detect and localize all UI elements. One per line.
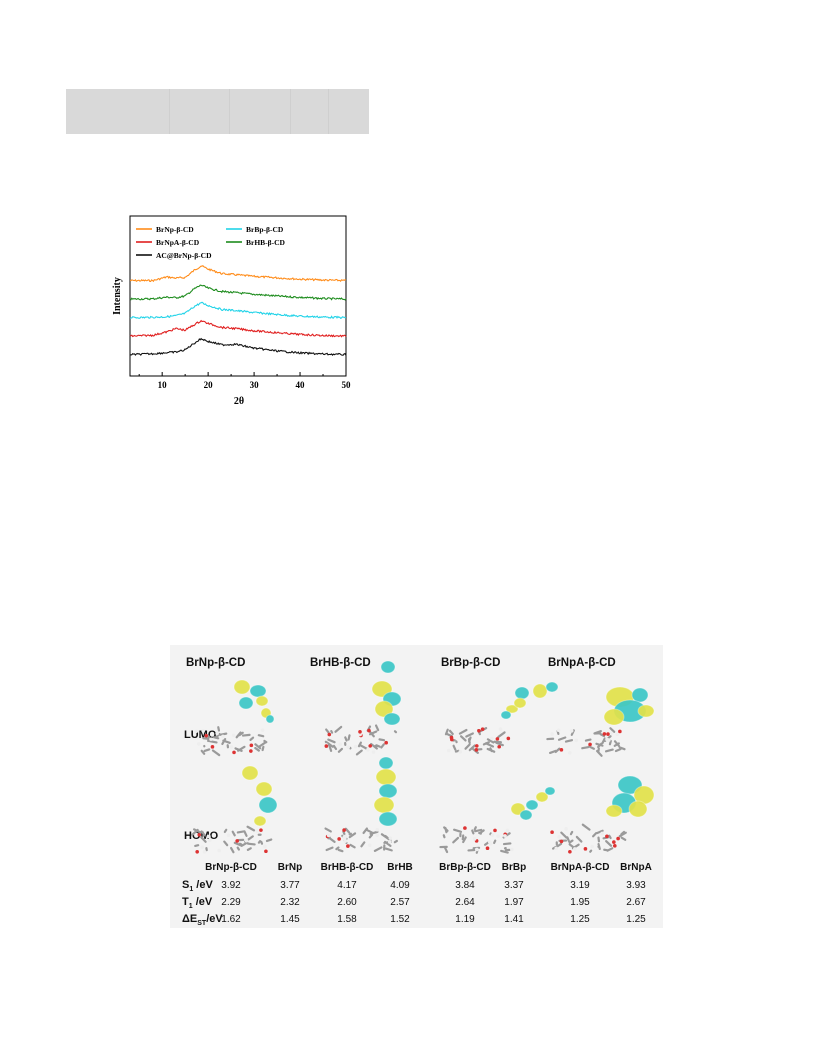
series-line — [129, 319, 347, 338]
x-tick-label: 40 — [296, 380, 306, 390]
series-line — [129, 301, 347, 319]
dft-figure: BrNp-β-CD BrHB-β-CD BrBp-β-CD BrNpA-β-CD… — [170, 645, 663, 928]
table-cell: 1.25 — [626, 914, 646, 925]
table-column-header: BrBp — [502, 862, 526, 873]
cyclodextrin-model — [324, 827, 398, 853]
table-divider — [290, 89, 291, 134]
x-tick-label: 50 — [342, 380, 352, 390]
table-cell: 2.67 — [626, 897, 646, 908]
table-cell: 2.29 — [221, 897, 241, 908]
cyclodextrin-model — [439, 826, 514, 854]
orbital-isosurface — [373, 756, 398, 827]
compound-title: BrNpA-β-CD — [548, 657, 616, 669]
table-divider — [328, 89, 329, 134]
table-cell: 1.62 — [221, 914, 241, 925]
x-tick-label: 20 — [204, 380, 214, 390]
x-tick-label: 10 — [158, 380, 168, 390]
table-column-header: BrNpA — [620, 862, 652, 873]
orbital-isosurface — [233, 679, 275, 724]
legend-label: BrBp-β-CD — [246, 225, 284, 234]
cyclodextrin-model — [194, 726, 268, 757]
table-cell: 1.19 — [455, 914, 475, 925]
table-cell: 1.41 — [504, 914, 524, 925]
compound-title: BrNp-β-CD — [186, 657, 245, 669]
cyclodextrin-model — [444, 727, 511, 754]
orbital-isosurface — [605, 775, 655, 818]
table-column-header: BrHB — [387, 862, 413, 873]
table-cell: 2.60 — [337, 897, 357, 908]
table-row-label: ΔEST/eV — [182, 913, 223, 927]
table-cell: 1.52 — [390, 914, 410, 925]
orbital-isosurface — [603, 686, 655, 726]
table-cell: 1.45 — [280, 914, 300, 925]
table-divider — [229, 89, 230, 134]
legend-label: BrHB-β-CD — [246, 238, 286, 247]
table-row-label: T1 /eV — [182, 896, 213, 910]
legend-label: BrNp-β-CD — [156, 225, 194, 234]
table-column-header: BrBp-β-CD — [439, 862, 491, 873]
compound-title: BrHB-β-CD — [310, 657, 371, 669]
table-cell: 4.09 — [390, 880, 410, 891]
table-column-header: BrNp — [278, 862, 302, 873]
table-column-header: BrNp-β-CD — [205, 862, 257, 873]
table-cell: 1.25 — [570, 914, 590, 925]
table-cell: 1.97 — [504, 897, 524, 908]
table-cell: 2.32 — [280, 897, 300, 908]
table-cell: 2.57 — [390, 897, 410, 908]
compound-title: BrBp-β-CD — [441, 657, 500, 669]
orbital-isosurface — [500, 681, 559, 720]
series-line — [129, 265, 347, 283]
table-cell: 3.77 — [280, 880, 300, 891]
cyclodextrin-model — [191, 825, 273, 854]
orbital-isosurface — [510, 786, 556, 821]
table-column-header: BrNpA-β-CD — [551, 862, 610, 873]
table-column-header: BrHB-β-CD — [321, 862, 374, 873]
series-line — [129, 337, 347, 356]
table-divider — [169, 89, 170, 134]
table-cell: 3.84 — [455, 880, 475, 891]
table-row-label: S1 /eV — [182, 879, 213, 893]
orbital-isosurface — [241, 765, 278, 827]
cyclodextrin-model — [324, 724, 398, 756]
table-cell: 2.64 — [455, 897, 475, 908]
table-cell: 3.92 — [221, 880, 241, 891]
xrd-chart: 10 20 30 40 50 BrNp-β-CD BrBp-β-CD BrNpA-β-CD B… — [100, 208, 360, 408]
series-line — [129, 284, 347, 301]
table-cell: 1.95 — [570, 897, 590, 908]
plot-frame — [129, 215, 347, 377]
legend-label: AC@BrNp-β-CD — [156, 251, 212, 260]
x-axis-label: 2θ — [234, 396, 244, 407]
orbital-isosurface — [371, 660, 402, 726]
table-cell: 3.19 — [570, 880, 590, 891]
cyclodextrin-model — [546, 727, 626, 757]
legend-label: BrNpA-β-CD — [156, 238, 200, 247]
x-tick-label: 30 — [250, 380, 260, 390]
cyclodextrin-model — [550, 823, 627, 854]
table-cell: 1.58 — [337, 914, 357, 925]
table-cell: 4.17 — [337, 880, 357, 891]
table-cell: 3.37 — [504, 880, 524, 891]
empty-table-block — [66, 89, 369, 134]
y-axis-label: Intensity — [112, 277, 123, 315]
table-cell: 3.93 — [626, 880, 646, 891]
